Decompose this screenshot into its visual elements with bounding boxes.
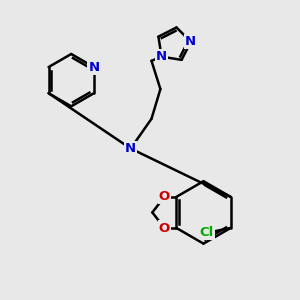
Text: O: O — [159, 190, 170, 203]
Text: N: N — [185, 35, 196, 48]
Text: Cl: Cl — [200, 226, 214, 239]
Text: N: N — [88, 61, 99, 74]
Text: N: N — [156, 50, 167, 63]
Text: O: O — [159, 221, 170, 235]
Text: N: N — [125, 142, 136, 155]
